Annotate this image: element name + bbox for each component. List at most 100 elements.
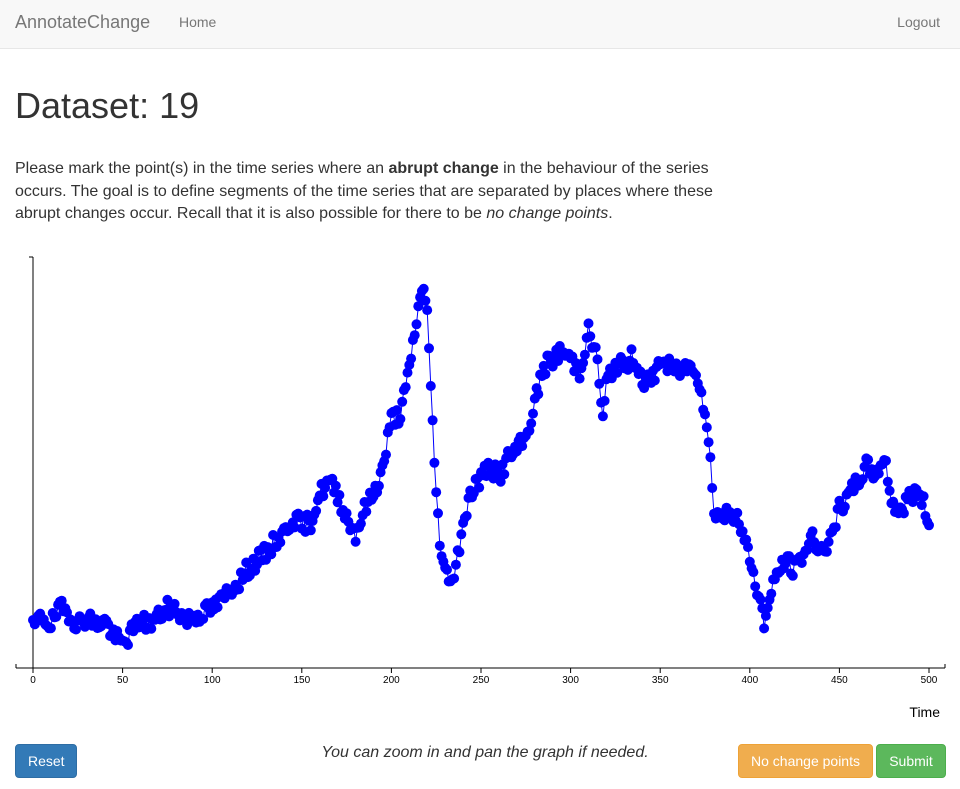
- data-point[interactable]: [431, 487, 442, 498]
- data-point[interactable]: [51, 611, 62, 622]
- data-point[interactable]: [395, 414, 406, 424]
- reset-button[interactable]: Reset: [15, 744, 77, 778]
- data-point[interactable]: [517, 441, 528, 452]
- data-point[interactable]: [425, 381, 436, 391]
- data-point[interactable]: [703, 437, 714, 448]
- data-point[interactable]: [691, 370, 701, 381]
- data-point[interactable]: [750, 581, 761, 592]
- data-point[interactable]: [411, 319, 422, 330]
- data-point[interactable]: [737, 526, 748, 537]
- data-point[interactable]: [857, 474, 868, 485]
- data-point[interactable]: [400, 382, 411, 393]
- data-point[interactable]: [234, 584, 245, 595]
- data-point[interactable]: [334, 490, 345, 500]
- data-point[interactable]: [796, 558, 807, 568]
- data-point[interactable]: [433, 508, 443, 519]
- data-point[interactable]: [461, 510, 472, 521]
- data-point[interactable]: [427, 415, 438, 426]
- data-point[interactable]: [311, 505, 322, 516]
- data-point[interactable]: [474, 482, 485, 493]
- data-point[interactable]: [397, 396, 408, 407]
- data-point[interactable]: [639, 383, 650, 394]
- data-point[interactable]: [898, 508, 909, 519]
- data-point[interactable]: [212, 602, 223, 613]
- nav-home-link[interactable]: Home: [179, 14, 217, 30]
- data-point[interactable]: [881, 455, 891, 466]
- data-point[interactable]: [198, 614, 209, 624]
- data-point[interactable]: [71, 624, 81, 635]
- data-point[interactable]: [305, 525, 316, 536]
- data-point[interactable]: [759, 623, 770, 634]
- data-point[interactable]: [275, 537, 286, 548]
- data-point[interactable]: [350, 536, 361, 547]
- data-point[interactable]: [707, 483, 718, 493]
- data-point[interactable]: [594, 378, 605, 389]
- data-point[interactable]: [341, 508, 352, 519]
- data-point[interactable]: [456, 529, 467, 540]
- data-point[interactable]: [579, 349, 590, 360]
- data-point[interactable]: [700, 409, 710, 420]
- data-point[interactable]: [499, 469, 510, 480]
- data-point[interactable]: [533, 389, 544, 400]
- data-point[interactable]: [882, 476, 893, 487]
- data-point[interactable]: [169, 598, 180, 609]
- data-point[interactable]: [422, 305, 433, 316]
- data-point[interactable]: [916, 500, 927, 511]
- data-point[interactable]: [612, 367, 623, 378]
- data-point[interactable]: [873, 468, 884, 479]
- data-point[interactable]: [454, 547, 465, 558]
- data-point[interactable]: [449, 573, 460, 584]
- data-point[interactable]: [402, 367, 413, 378]
- data-point[interactable]: [420, 295, 431, 306]
- data-point[interactable]: [90, 614, 101, 625]
- data-point[interactable]: [574, 373, 585, 384]
- data-point[interactable]: [732, 507, 743, 518]
- data-point[interactable]: [528, 408, 538, 419]
- data-point[interactable]: [123, 640, 133, 650]
- data-point[interactable]: [766, 588, 777, 599]
- data-point[interactable]: [578, 357, 589, 368]
- data-point[interactable]: [45, 623, 56, 634]
- data-point[interactable]: [592, 354, 603, 365]
- data-point[interactable]: [424, 343, 434, 354]
- data-point[interactable]: [755, 594, 766, 605]
- data-point[interactable]: [56, 595, 67, 606]
- data-point[interactable]: [409, 330, 420, 341]
- data-point[interactable]: [748, 567, 759, 578]
- data-point[interactable]: [406, 353, 417, 364]
- nav-logout-link[interactable]: Logout: [897, 14, 940, 30]
- data-point[interactable]: [760, 610, 771, 621]
- data-point[interactable]: [413, 301, 424, 312]
- data-point[interactable]: [429, 457, 440, 468]
- data-point[interactable]: [355, 518, 366, 529]
- data-point[interactable]: [434, 540, 445, 551]
- data-point[interactable]: [597, 411, 608, 422]
- data-point[interactable]: [626, 344, 637, 355]
- data-point[interactable]: [884, 485, 895, 496]
- data-point[interactable]: [743, 542, 753, 553]
- data-point[interactable]: [361, 506, 372, 517]
- data-point[interactable]: [526, 418, 537, 429]
- data-point[interactable]: [553, 356, 564, 366]
- time-series-chart[interactable]: 0 50 100 150 200 250 300 350 400 450 500: [0, 250, 960, 690]
- data-point[interactable]: [442, 564, 452, 575]
- data-point[interactable]: [540, 369, 551, 380]
- data-point[interactable]: [590, 342, 601, 353]
- data-point[interactable]: [830, 522, 841, 533]
- data-point[interactable]: [918, 491, 929, 502]
- data-point[interactable]: [924, 520, 934, 531]
- data-point[interactable]: [787, 570, 798, 581]
- data-point[interactable]: [741, 534, 752, 545]
- data-point[interactable]: [599, 395, 610, 406]
- data-point[interactable]: [164, 611, 175, 622]
- data-point[interactable]: [649, 375, 660, 386]
- data-point[interactable]: [373, 480, 384, 491]
- data-point[interactable]: [585, 331, 596, 342]
- data-point[interactable]: [807, 526, 818, 537]
- data-point[interactable]: [381, 449, 391, 460]
- data-point[interactable]: [823, 536, 834, 547]
- data-point[interactable]: [450, 559, 461, 570]
- data-point[interactable]: [583, 318, 594, 329]
- data-point[interactable]: [495, 476, 506, 487]
- data-point[interactable]: [391, 405, 402, 416]
